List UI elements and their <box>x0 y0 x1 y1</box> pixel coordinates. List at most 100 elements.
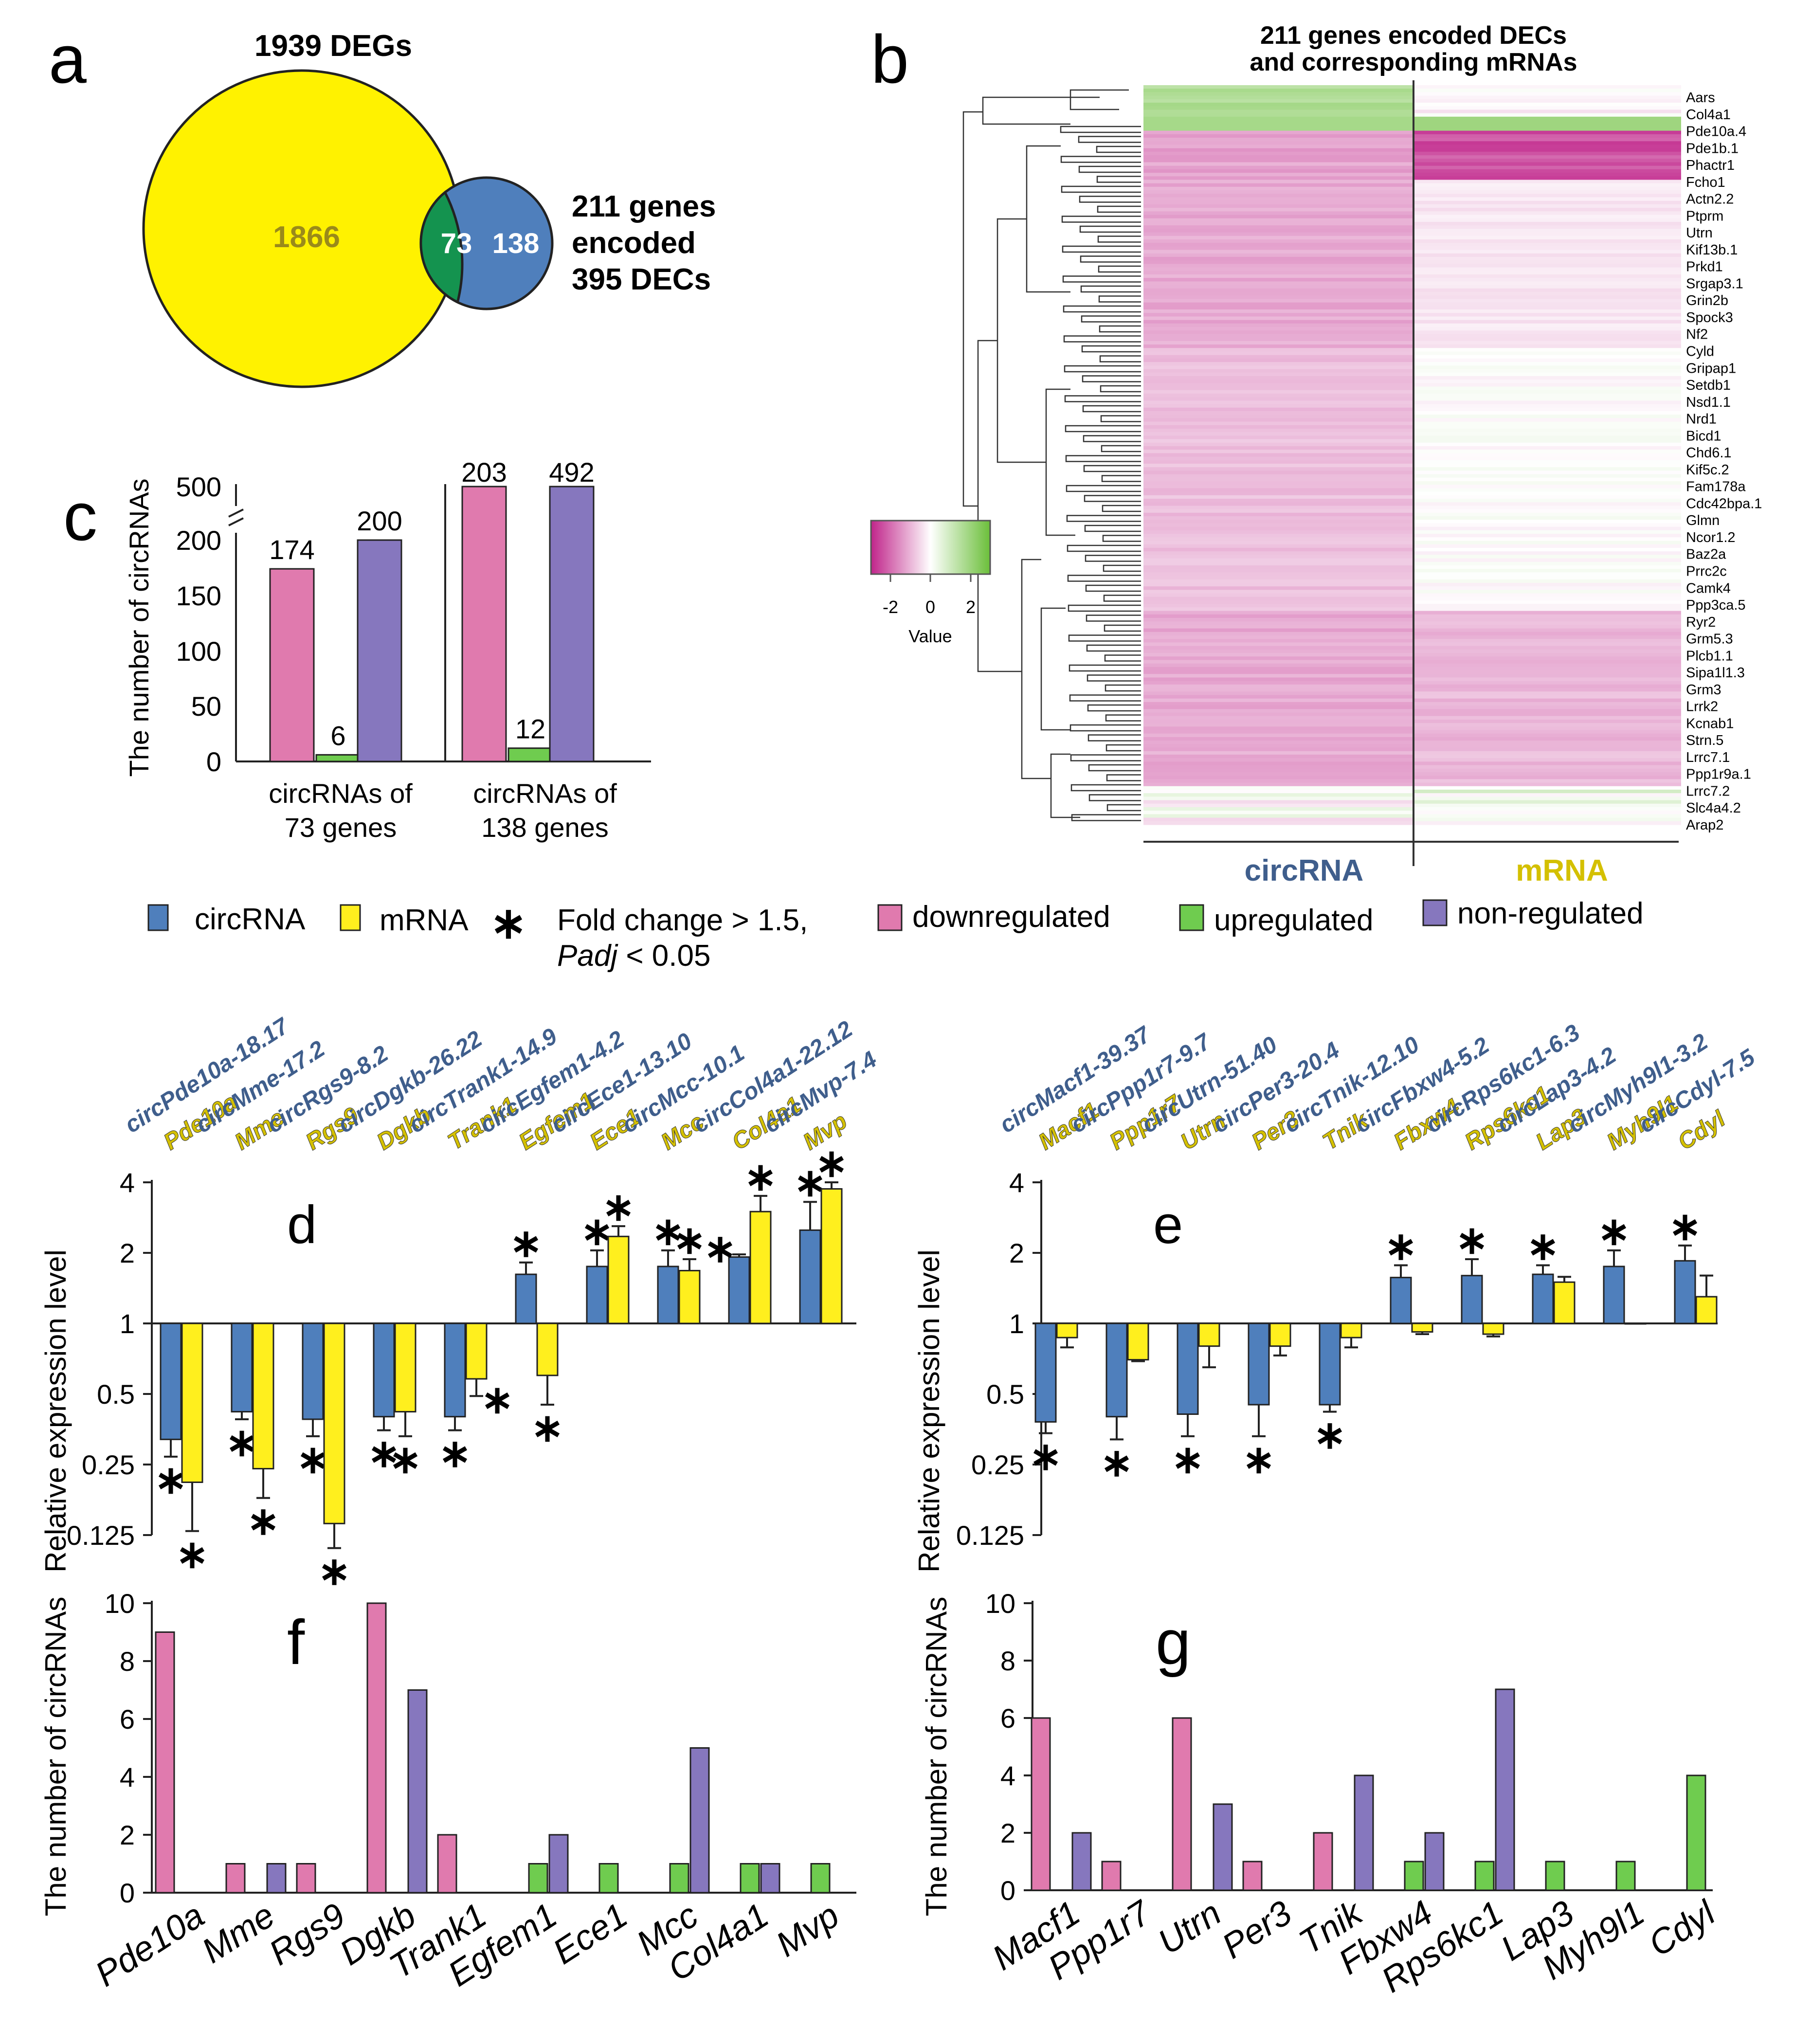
panel-e-significance-star: ∗ <box>1526 1225 1559 1268</box>
heatmap-cell-mrna <box>1413 800 1681 804</box>
heatmap-cell-mrna <box>1413 582 1681 587</box>
heatmap-cell-mrna <box>1413 415 1681 418</box>
heatmap-cell-circrna <box>1143 400 1413 405</box>
heatmap-gene-label: Ncor1.2 <box>1686 530 1736 545</box>
panel-c-group-label: 73 genes <box>285 812 397 843</box>
dendrogram-branch <box>1040 607 1070 731</box>
heatmap-cell-circrna <box>1143 411 1413 415</box>
heatmap-cell-circrna <box>1143 145 1413 149</box>
heatmap-cell-mrna <box>1413 656 1681 661</box>
heatmap-gene-label: Cyld <box>1686 344 1714 360</box>
heatmap-cell-mrna <box>1413 544 1681 548</box>
heatmap-col-label-mrna: mRNA <box>1516 854 1608 887</box>
heatmap-cell-circrna <box>1143 474 1413 478</box>
heatmap-cell-circrna <box>1143 404 1413 408</box>
heatmap-cell-mrna <box>1413 534 1681 538</box>
heatmap-cell-mrna <box>1413 541 1681 545</box>
panel-e-circ-bar <box>1248 1322 1270 1406</box>
panel-f-ylabel: The number of circRNAs <box>39 1597 72 1917</box>
panel-c-bar-value: 174 <box>269 534 314 565</box>
heatmap-cell-circrna <box>1143 264 1413 268</box>
heatmap-cell-circrna <box>1143 453 1413 457</box>
heatmap-cell-mrna <box>1413 442 1681 447</box>
panel-c-y-tick: 100 <box>176 636 221 667</box>
heatmap-cell-circrna <box>1143 194 1413 198</box>
panel-e-mrna-bar <box>1411 1322 1433 1333</box>
heatmap-cell-circrna <box>1143 467 1413 471</box>
heatmap-cell-circrna <box>1143 642 1413 647</box>
heatmap-cell-circrna <box>1143 520 1413 524</box>
heatmap-cell-mrna <box>1413 551 1681 555</box>
panel-d-letter: d <box>287 1195 317 1255</box>
heatmap-cell-mrna <box>1413 256 1681 261</box>
heatmap-cell-mrna <box>1413 547 1681 552</box>
heatmap-gene-label: Grm3 <box>1686 682 1721 698</box>
heatmap-cell-circrna <box>1143 337 1413 342</box>
heatmap-cell-circrna <box>1143 758 1413 762</box>
heatmap-cell-mrna <box>1413 681 1681 685</box>
heatmap-cell-mrna <box>1413 243 1681 247</box>
heatmap-cell-circrna <box>1143 485 1413 489</box>
legend-padj-italic: Padj <box>557 939 618 973</box>
dendrogram-branch <box>1078 136 1141 143</box>
heatmap-gene-label: Ptprm <box>1686 208 1723 224</box>
heatmap-cell-circrna <box>1143 547 1413 552</box>
heatmap-cell-mrna <box>1413 267 1681 271</box>
dendrogram-branch <box>1060 126 1141 133</box>
panel-d-significance-star: ∗ <box>318 1550 350 1593</box>
dendrogram-branch <box>1098 295 1141 303</box>
heatmap-cell-mrna <box>1413 677 1681 682</box>
heatmap-col-label-circrna: circRNA <box>1245 854 1364 887</box>
panel-f-bar <box>296 1863 316 1894</box>
venn-right-label-3: 395 DECs <box>572 263 711 296</box>
heatmap-cell-mrna <box>1413 688 1681 692</box>
heatmap-cell-mrna <box>1413 418 1681 422</box>
dendrogram-branch <box>1063 335 1141 343</box>
heatmap-cell-mrna <box>1413 302 1681 307</box>
heatmap-cell-mrna <box>1413 421 1681 426</box>
heatmap-cell-mrna <box>1413 702 1681 706</box>
heatmap-cell-circrna <box>1143 186 1413 191</box>
heatmap-cell-mrna <box>1413 737 1681 741</box>
heatmap-cell-mrna <box>1413 786 1681 790</box>
heatmap-cell-mrna <box>1413 821 1681 825</box>
panel-f-y-tick: 8 <box>120 1646 135 1677</box>
panel-d-significance-star: ∗ <box>438 1432 471 1475</box>
heatmap-cell-circrna <box>1143 747 1413 752</box>
heatmap-cell-mrna <box>1413 372 1681 377</box>
heatmap-cell-mrna <box>1413 642 1681 647</box>
heatmap-cell-circrna <box>1143 397 1413 401</box>
legend-swatch-non <box>1422 899 1448 926</box>
heatmap-cell-mrna <box>1413 309 1681 313</box>
heatmap-gene-label: Prrc2c <box>1686 564 1727 579</box>
heatmap-cell-mrna <box>1413 709 1681 713</box>
dendrogram-branch <box>1097 235 1141 243</box>
panel-f-bar <box>810 1863 831 1894</box>
panel-c-bar <box>269 568 315 762</box>
heatmap-cell-mrna <box>1413 383 1681 387</box>
heatmap-cell-mrna <box>1413 148 1681 152</box>
heatmap-gene-label: Baz2a <box>1686 547 1726 562</box>
heatmap-cell-mrna <box>1413 134 1681 138</box>
heatmap-cell-mrna <box>1413 817 1681 822</box>
heatmap-gene-label: Arap2 <box>1686 817 1723 833</box>
dendrogram-branch <box>1098 265 1141 273</box>
venn-right-label-2: encoded <box>572 226 696 260</box>
color-key-tick-label: 0 <box>925 597 935 617</box>
heatmap-gene-label: Fam178a <box>1686 479 1746 495</box>
panel-d-y-tick: 0.5 <box>97 1379 135 1410</box>
heatmap-cell-circrna <box>1143 334 1413 338</box>
panel-g-bar <box>1686 1774 1706 1891</box>
panel-g-category-label: Per3 <box>1215 1893 1299 1966</box>
dendrogram-branch <box>962 111 983 507</box>
heatmap-cell-circrna <box>1143 155 1413 159</box>
panel-e-y-tick: 4 <box>1009 1167 1024 1198</box>
heatmap-cell-mrna <box>1413 221 1681 226</box>
heatmap-cell-mrna <box>1413 200 1681 205</box>
heatmap-cell-circrna <box>1143 106 1413 110</box>
heatmap-cell-circrna <box>1143 151 1413 156</box>
heatmap-cell-circrna <box>1143 646 1413 650</box>
heatmap-cell-circrna <box>1143 726 1413 731</box>
heatmap-gene-label: Lrrc7.1 <box>1686 750 1730 765</box>
heatmap-cell-circrna <box>1143 208 1413 212</box>
